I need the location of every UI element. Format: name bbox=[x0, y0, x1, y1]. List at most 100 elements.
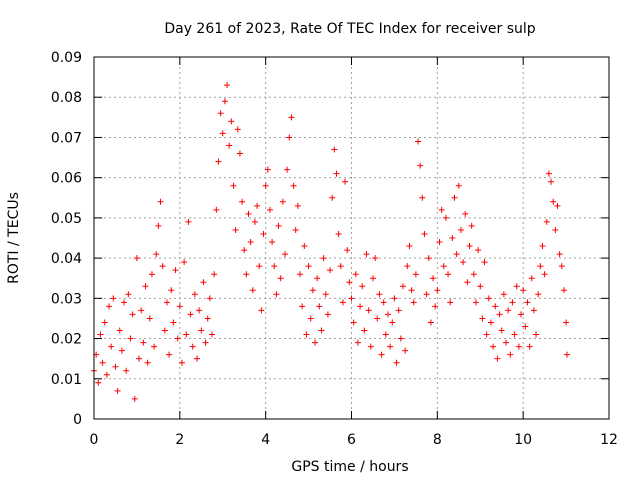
data-point bbox=[500, 291, 507, 298]
data-point bbox=[103, 371, 110, 378]
data-point bbox=[239, 198, 246, 205]
y-tick-label: 0.04 bbox=[51, 251, 82, 267]
y-tick-label: 0.08 bbox=[51, 90, 82, 106]
data-point bbox=[221, 98, 228, 105]
data-point bbox=[490, 343, 497, 350]
data-point bbox=[112, 363, 119, 370]
data-point bbox=[470, 271, 477, 278]
data-point bbox=[528, 275, 535, 282]
data-point bbox=[350, 319, 357, 326]
data-point bbox=[136, 355, 143, 362]
data-point bbox=[451, 194, 458, 201]
data-point bbox=[288, 114, 295, 121]
data-point bbox=[101, 319, 108, 326]
data-point bbox=[378, 351, 385, 358]
data-point bbox=[127, 335, 134, 342]
data-point bbox=[245, 210, 252, 217]
y-tick-label: 0.02 bbox=[51, 332, 82, 348]
data-point bbox=[464, 279, 471, 286]
data-point bbox=[509, 299, 516, 306]
data-point bbox=[430, 275, 437, 282]
data-point bbox=[384, 311, 391, 318]
data-point bbox=[224, 82, 231, 89]
data-point bbox=[475, 247, 482, 254]
x-tick-label: 8 bbox=[433, 432, 442, 448]
data-point bbox=[361, 327, 368, 334]
data-point bbox=[548, 178, 555, 185]
y-tick-label: 0 bbox=[73, 412, 82, 428]
data-point bbox=[460, 259, 467, 266]
data-point bbox=[415, 138, 422, 145]
data-point bbox=[391, 295, 398, 302]
data-point bbox=[121, 299, 128, 306]
data-point bbox=[520, 287, 527, 294]
data-point bbox=[97, 331, 104, 338]
data-point bbox=[256, 263, 263, 270]
data-point bbox=[118, 347, 125, 354]
data-point bbox=[329, 194, 336, 201]
data-point bbox=[307, 315, 314, 322]
data-point bbox=[312, 339, 319, 346]
data-point bbox=[146, 315, 153, 322]
data-point bbox=[198, 327, 205, 334]
data-point bbox=[251, 218, 258, 225]
data-point bbox=[436, 239, 443, 246]
data-point bbox=[395, 307, 402, 314]
data-point bbox=[232, 226, 239, 233]
data-point bbox=[138, 307, 145, 314]
data-point bbox=[241, 247, 248, 254]
data-point bbox=[151, 343, 158, 350]
data-point bbox=[247, 239, 254, 246]
data-point bbox=[236, 150, 243, 157]
data-point bbox=[204, 315, 211, 322]
data-point bbox=[125, 291, 132, 298]
data-point bbox=[462, 210, 469, 217]
data-point bbox=[183, 331, 190, 338]
data-point bbox=[159, 263, 166, 270]
y-tick-label: 0.07 bbox=[51, 130, 82, 146]
data-point bbox=[556, 251, 563, 258]
data-point bbox=[400, 283, 406, 290]
data-point bbox=[535, 291, 542, 298]
data-point bbox=[503, 339, 509, 346]
data-point bbox=[228, 118, 235, 125]
data-point bbox=[558, 263, 565, 270]
data-point bbox=[494, 355, 501, 362]
x-tick-label: 10 bbox=[514, 432, 532, 448]
data-point bbox=[397, 335, 404, 342]
data-point bbox=[168, 287, 175, 294]
data-point bbox=[110, 295, 117, 302]
data-point bbox=[161, 327, 168, 334]
data-point bbox=[518, 311, 525, 318]
data-point bbox=[211, 271, 218, 278]
data-point bbox=[243, 271, 250, 278]
data-point bbox=[369, 275, 376, 282]
data-point bbox=[273, 291, 280, 298]
data-point bbox=[234, 126, 241, 133]
data-point bbox=[483, 331, 490, 338]
data-point bbox=[455, 182, 462, 189]
data-point bbox=[108, 343, 115, 350]
data-point bbox=[155, 222, 162, 229]
data-point bbox=[447, 299, 454, 306]
data-point bbox=[142, 283, 149, 290]
data-point bbox=[498, 327, 505, 334]
y-tick-label: 0.03 bbox=[51, 291, 82, 307]
chart-title: Day 261 of 2023, Rate Of TEC Index for r… bbox=[164, 21, 535, 37]
data-point bbox=[434, 287, 441, 294]
data-point bbox=[524, 299, 531, 306]
data-point bbox=[129, 311, 136, 318]
data-point bbox=[331, 146, 338, 153]
data-point bbox=[539, 243, 546, 250]
data-point bbox=[200, 279, 207, 286]
data-point bbox=[505, 307, 512, 314]
data-point bbox=[196, 307, 203, 314]
x-tick-label: 0 bbox=[90, 432, 99, 448]
x-tick-label: 2 bbox=[175, 432, 184, 448]
data-point bbox=[153, 251, 160, 258]
data-point bbox=[376, 291, 383, 298]
data-point bbox=[425, 255, 432, 262]
data-point bbox=[322, 291, 329, 298]
data-point bbox=[219, 130, 226, 137]
